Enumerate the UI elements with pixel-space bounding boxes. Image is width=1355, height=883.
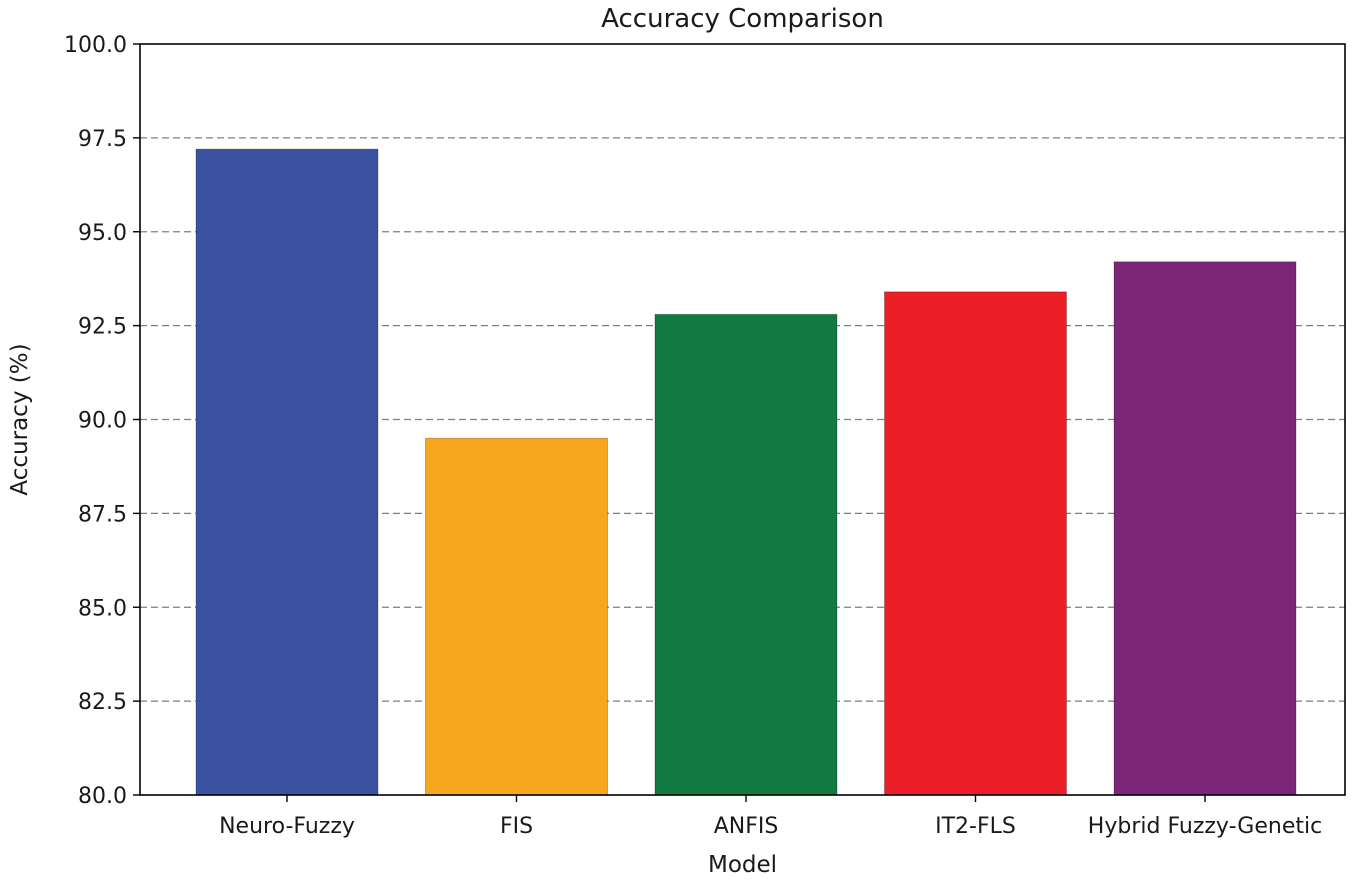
y-axis-title: Accuracy (%) [7,343,33,495]
plot-frame [139,43,1346,796]
y-tick-label: 97.5 [78,127,127,152]
bar-neuro-fuzzy [195,148,379,796]
x-axis-title: Model [708,852,777,878]
x-axis-ticks: Neuro-Fuzzy FIS ANFIS IT2-FLS Hybrid Fuzzy-G… [219,795,1322,839]
y-tick-label: 90.0 [78,409,127,434]
x-tick-label: ANFIS [714,814,779,839]
x-tick-label: Neuro-Fuzzy [219,814,355,839]
x-tick-label: Hybrid Fuzzy-Genetic [1088,814,1322,839]
y-tick-label: 80.0 [78,784,127,809]
y-tick-label: 85.0 [78,596,127,621]
y-tick-label: 95.0 [78,221,127,246]
y-tick-label: 100.0 [64,33,127,58]
bar-hybrid-fuzzy-genetic [1113,261,1297,796]
y-tick-label: 92.5 [78,315,127,340]
x-tick-label: FIS [500,814,533,839]
bar-fis [425,437,608,796]
y-tick-label: 82.5 [78,690,127,715]
y-axis-ticks: 80.0 82.5 85.0 87.5 90.0 92.5 95.0 97.5 100.0 [64,33,140,809]
x-tick-label: IT2-FLS [935,814,1016,839]
y-tick-label: 87.5 [78,502,127,527]
bar-anfis [654,313,838,796]
bars [195,148,1297,796]
chart-title: Accuracy Comparison [601,4,884,34]
bar-it2-fls [884,291,1067,796]
